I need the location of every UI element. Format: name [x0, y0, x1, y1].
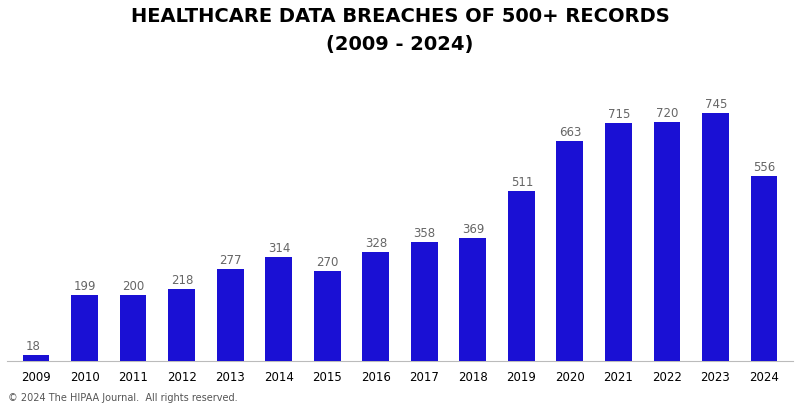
Text: 277: 277	[219, 254, 242, 267]
Text: 715: 715	[608, 108, 630, 121]
Bar	[217, 269, 243, 361]
Text: 369: 369	[462, 223, 485, 236]
Bar	[22, 355, 50, 361]
Bar	[654, 122, 680, 361]
Text: 199: 199	[74, 280, 97, 293]
Text: 270: 270	[317, 256, 339, 269]
Bar	[508, 191, 534, 361]
Text: 720: 720	[656, 107, 678, 120]
Bar	[702, 114, 729, 361]
Text: 511: 511	[510, 176, 533, 189]
Text: 328: 328	[365, 237, 387, 250]
Bar	[605, 123, 632, 361]
Text: 314: 314	[268, 242, 290, 255]
Bar	[71, 295, 98, 361]
Text: 218: 218	[171, 274, 194, 287]
Bar	[314, 271, 341, 361]
Text: 200: 200	[122, 280, 145, 293]
Text: 358: 358	[414, 227, 436, 240]
Text: © 2024 The HIPAA Journal.  All rights reserved.: © 2024 The HIPAA Journal. All rights res…	[8, 393, 238, 403]
Bar	[362, 252, 389, 361]
Text: 556: 556	[754, 161, 775, 174]
Bar	[557, 141, 583, 361]
Text: 745: 745	[705, 98, 727, 112]
Bar	[168, 289, 195, 361]
Title: HEALTHCARE DATA BREACHES OF 500+ RECORDS
(2009 - 2024): HEALTHCARE DATA BREACHES OF 500+ RECORDS…	[130, 7, 670, 54]
Bar	[266, 257, 292, 361]
Bar	[411, 242, 438, 361]
Bar	[120, 295, 146, 361]
Text: 663: 663	[559, 126, 582, 139]
Text: 18: 18	[26, 340, 40, 353]
Bar	[750, 176, 778, 361]
Bar	[459, 239, 486, 361]
